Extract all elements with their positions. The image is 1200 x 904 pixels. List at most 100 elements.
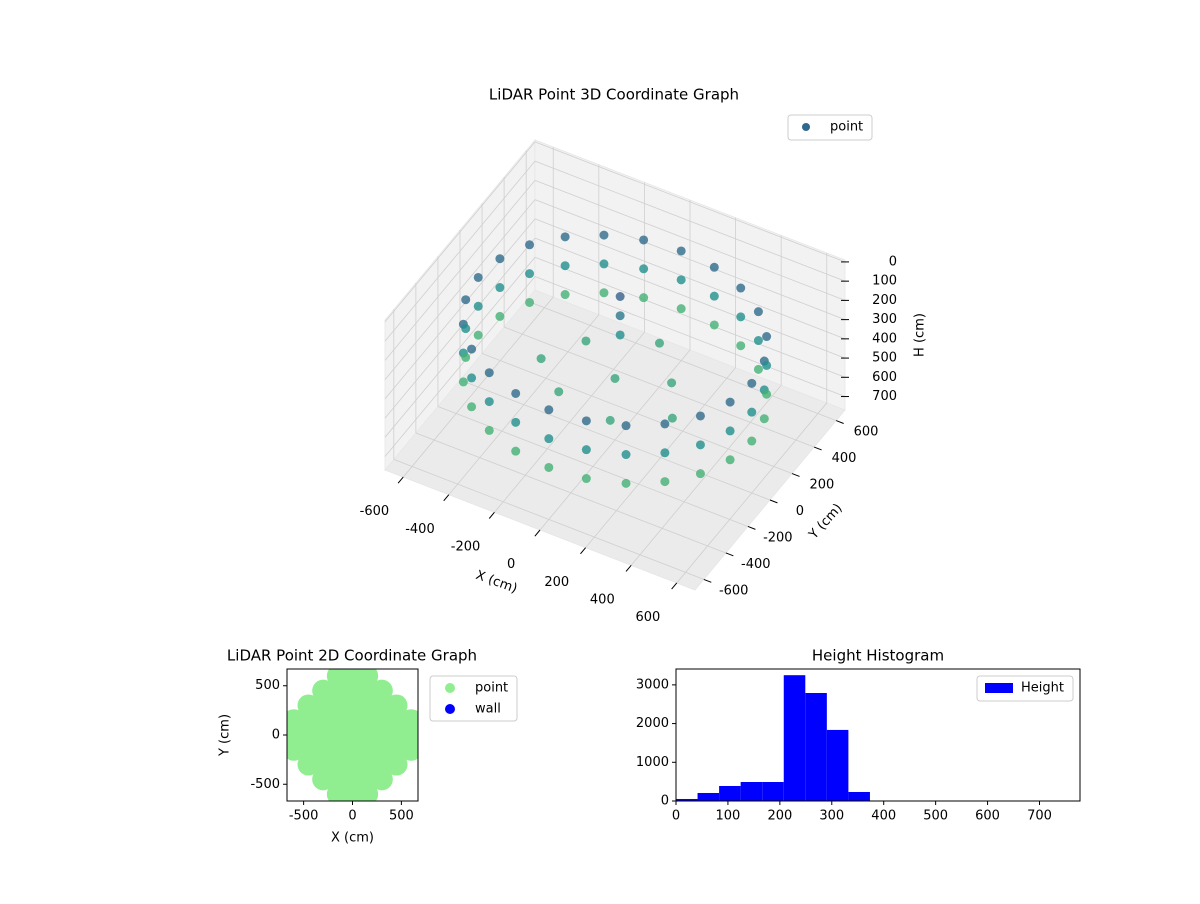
point [554, 387, 564, 397]
grid-line [481, 353, 793, 474]
grid-line [459, 379, 771, 501]
bar [848, 791, 870, 801]
y-tick-mark [813, 446, 822, 451]
point [605, 415, 615, 425]
point [560, 261, 570, 271]
point [762, 332, 772, 342]
y-tick-label: 0 [272, 728, 280, 743]
grid-line [384, 237, 536, 419]
point [615, 292, 625, 302]
legend-box [976, 675, 1074, 702]
chart-title: LiDAR Point 2D Coordinate Graph [227, 647, 477, 665]
bar [762, 781, 784, 801]
point [709, 262, 719, 272]
grid-line [415, 432, 727, 554]
point [667, 413, 677, 423]
point [747, 436, 757, 446]
point [458, 377, 468, 387]
grid-line [503, 326, 815, 448]
y-tick-label: 2000 [636, 716, 669, 731]
point [544, 405, 554, 415]
bar [697, 792, 720, 801]
point [525, 297, 535, 307]
point [581, 416, 591, 426]
point [525, 240, 535, 250]
point [467, 373, 477, 383]
y-tick-label: 1000 [636, 755, 669, 770]
point [581, 336, 591, 346]
point [660, 419, 670, 429]
y-tick-label: 200 [810, 478, 835, 493]
grid-line [534, 218, 846, 340]
y-tick-mark [703, 578, 712, 583]
x-tick-label: 600 [975, 809, 1000, 824]
legend-marker [802, 123, 810, 131]
grid-line [384, 141, 536, 323]
point [695, 440, 705, 450]
point [621, 421, 631, 431]
legend-label: Height [1021, 681, 1064, 696]
point [467, 344, 477, 354]
point [725, 397, 735, 407]
legend-label: point [830, 120, 863, 135]
point [747, 378, 757, 388]
bar [676, 798, 698, 801]
grid-line [384, 257, 536, 438]
z-tick-label: 200 [872, 293, 897, 308]
x-tick-label: 300 [819, 809, 844, 824]
point [495, 283, 505, 293]
x-tick-mark [443, 494, 450, 502]
point [667, 378, 677, 388]
point [639, 264, 649, 274]
y-tick-mark [747, 526, 756, 530]
point [385, 694, 408, 717]
grid-line [384, 180, 536, 361]
x-tick-label: 600 [636, 610, 661, 625]
point [759, 414, 769, 424]
z-tick-label: 0 [889, 254, 897, 269]
chart-title: Height Histogram [812, 647, 944, 665]
point [676, 246, 686, 256]
point [621, 478, 631, 488]
y-tick-label: -600 [719, 583, 749, 598]
x-tick-mark [488, 512, 495, 519]
grid-line [534, 276, 846, 397]
point [484, 425, 494, 435]
point [639, 293, 649, 303]
x-tick-mark [580, 547, 586, 555]
point [736, 312, 746, 322]
point [484, 368, 494, 378]
point [736, 283, 746, 293]
point [599, 230, 609, 240]
bar [783, 675, 806, 801]
x-tick-mark [397, 476, 404, 484]
x-tick-label: -500 [289, 809, 319, 824]
plot-area [287, 669, 418, 801]
z-axis-label: H (cm) [913, 313, 928, 357]
point [473, 301, 483, 311]
point [473, 330, 483, 340]
y-tick-mark [791, 473, 800, 477]
grid-line [526, 300, 837, 421]
y-tick-label: 0 [661, 794, 669, 809]
x-tick-label: 200 [767, 809, 792, 824]
x-tick-mark [671, 582, 678, 590]
point [536, 354, 546, 364]
point [599, 288, 609, 298]
x-tick-label: 700 [1027, 809, 1052, 824]
grid-line [534, 180, 846, 301]
x-tick-label: 400 [590, 592, 615, 607]
point [461, 295, 471, 305]
z-tick-label: 500 [872, 351, 897, 366]
bar [740, 781, 763, 801]
point [753, 364, 763, 374]
x-tick-label: -200 [451, 539, 481, 554]
y-tick-mark [769, 499, 778, 504]
point [654, 338, 664, 348]
point [747, 407, 757, 417]
y-tick-label: 0 [796, 504, 804, 519]
x-tick-label: 0 [348, 809, 356, 824]
legend-marker [445, 704, 455, 714]
point [725, 426, 735, 436]
